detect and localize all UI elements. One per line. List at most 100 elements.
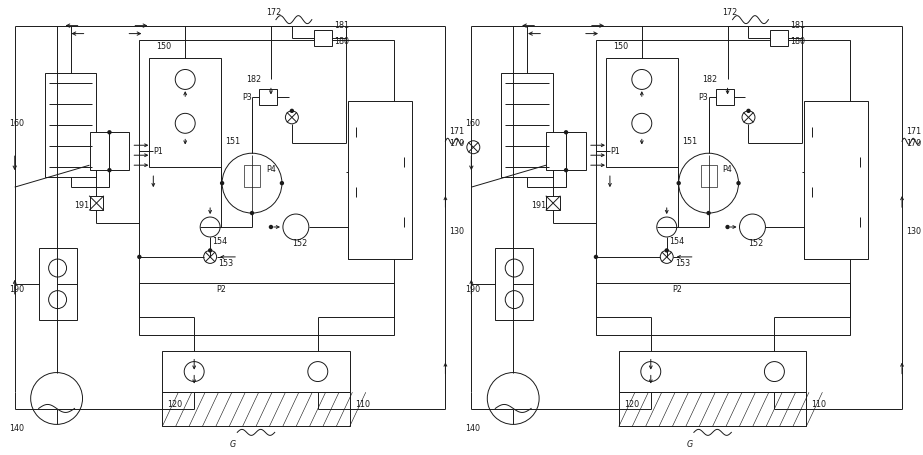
Text: 110: 110 — [811, 399, 826, 409]
Bar — [812, 138, 860, 158]
Text: 172: 172 — [266, 8, 282, 17]
Circle shape — [49, 291, 66, 309]
Circle shape — [283, 215, 309, 240]
Text: 152: 152 — [749, 238, 763, 248]
Circle shape — [657, 217, 677, 238]
Text: P1: P1 — [610, 147, 619, 156]
Circle shape — [678, 154, 738, 213]
Text: 180: 180 — [334, 36, 349, 46]
Circle shape — [660, 251, 673, 264]
Circle shape — [269, 225, 273, 230]
Bar — [150, 58, 222, 168]
Text: 180: 180 — [790, 36, 806, 46]
Bar — [90, 133, 129, 171]
Circle shape — [49, 259, 66, 278]
Text: 160: 160 — [465, 119, 480, 128]
Text: 171: 171 — [906, 127, 921, 136]
Text: 151: 151 — [225, 137, 240, 146]
Circle shape — [138, 255, 141, 259]
Circle shape — [706, 212, 711, 216]
Bar — [812, 197, 860, 217]
Text: P2: P2 — [673, 284, 683, 293]
Bar — [715, 90, 734, 106]
Circle shape — [725, 225, 730, 230]
Text: 153: 153 — [218, 258, 234, 267]
Text: 151: 151 — [682, 137, 697, 146]
Circle shape — [308, 362, 328, 382]
Text: 191: 191 — [75, 201, 90, 210]
Circle shape — [487, 373, 539, 425]
Bar — [619, 393, 807, 426]
Circle shape — [185, 362, 204, 382]
Circle shape — [747, 109, 750, 114]
Circle shape — [280, 182, 284, 186]
Text: 171: 171 — [450, 127, 464, 136]
Circle shape — [593, 255, 598, 259]
Circle shape — [175, 114, 195, 134]
Bar — [546, 197, 560, 211]
Text: 154: 154 — [669, 237, 684, 245]
Text: 190: 190 — [465, 284, 481, 293]
Text: 170: 170 — [450, 139, 464, 148]
Circle shape — [505, 259, 523, 278]
Bar — [812, 168, 860, 188]
Text: 120: 120 — [167, 399, 183, 409]
Text: 181: 181 — [790, 20, 806, 30]
Circle shape — [250, 212, 254, 216]
Text: P4: P4 — [266, 165, 276, 174]
Circle shape — [220, 182, 224, 186]
Bar — [496, 248, 533, 320]
Circle shape — [208, 249, 212, 253]
Text: 153: 153 — [675, 258, 689, 267]
Bar — [605, 58, 677, 168]
Text: 140: 140 — [8, 424, 24, 432]
Circle shape — [632, 71, 652, 90]
Text: 152: 152 — [292, 238, 307, 248]
Text: 150: 150 — [156, 41, 172, 51]
Bar — [355, 228, 403, 248]
Bar — [546, 133, 586, 171]
Text: 140: 140 — [465, 424, 480, 432]
Text: P3: P3 — [242, 93, 252, 102]
Text: 172: 172 — [723, 8, 737, 17]
Text: 154: 154 — [212, 237, 227, 245]
Text: 110: 110 — [354, 399, 370, 409]
Text: 182: 182 — [702, 75, 718, 84]
Circle shape — [677, 182, 681, 186]
Circle shape — [107, 169, 112, 173]
Bar — [812, 108, 860, 128]
Bar — [355, 138, 403, 158]
Text: P3: P3 — [699, 93, 708, 102]
Bar — [162, 351, 350, 393]
Text: 182: 182 — [246, 75, 261, 84]
Bar — [259, 90, 277, 106]
Bar — [314, 30, 331, 46]
Bar — [139, 40, 393, 335]
Bar — [596, 40, 850, 335]
Text: 130: 130 — [450, 227, 464, 235]
Bar — [44, 74, 97, 178]
Bar — [619, 351, 807, 393]
Circle shape — [175, 71, 195, 90]
Text: P1: P1 — [153, 147, 163, 156]
Circle shape — [739, 215, 765, 240]
Circle shape — [564, 169, 569, 173]
Circle shape — [737, 182, 741, 186]
Bar — [812, 228, 860, 248]
Circle shape — [200, 217, 220, 238]
Circle shape — [564, 131, 569, 135]
Circle shape — [30, 373, 82, 425]
Circle shape — [204, 251, 217, 264]
Bar — [771, 30, 788, 46]
Text: G: G — [687, 440, 693, 448]
Circle shape — [764, 362, 785, 382]
Circle shape — [290, 109, 294, 114]
Bar — [355, 168, 403, 188]
Circle shape — [107, 131, 112, 135]
Text: 120: 120 — [624, 399, 639, 409]
Bar — [804, 102, 869, 259]
Bar — [90, 197, 103, 211]
Text: P4: P4 — [723, 165, 732, 174]
Text: 160: 160 — [8, 119, 24, 128]
Bar — [355, 108, 403, 128]
